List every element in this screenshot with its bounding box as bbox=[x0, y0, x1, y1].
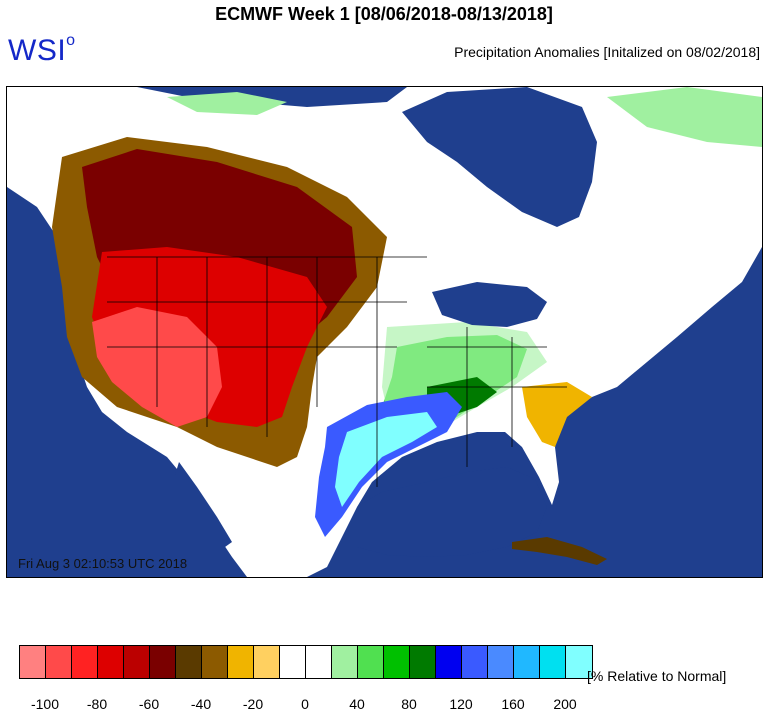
legend-swatch bbox=[540, 646, 566, 678]
precipitation-anomaly-map bbox=[6, 86, 763, 578]
legend-tick-label: 120 bbox=[449, 696, 473, 712]
wet-anomaly-northeast bbox=[607, 87, 762, 147]
legend-tick-label: -20 bbox=[242, 696, 264, 712]
logo-superscript: o bbox=[66, 32, 76, 49]
legend-swatch bbox=[176, 646, 202, 678]
gulf-of-mexico bbox=[357, 467, 547, 557]
legend-tick-label: 80 bbox=[401, 696, 417, 712]
legend-swatch bbox=[280, 646, 306, 678]
legend-swatch bbox=[462, 646, 488, 678]
legend-swatch bbox=[436, 646, 462, 678]
legend-swatch bbox=[488, 646, 514, 678]
legend-swatch bbox=[72, 646, 98, 678]
legend-swatch bbox=[332, 646, 358, 678]
legend-swatch bbox=[46, 646, 72, 678]
legend-tick-label: 160 bbox=[501, 696, 525, 712]
wet-anomaly-cyan bbox=[335, 412, 437, 507]
great-lakes bbox=[432, 282, 547, 327]
legend-tick-label: -60 bbox=[138, 696, 160, 712]
map-svg bbox=[7, 87, 762, 577]
legend-swatch bbox=[566, 646, 592, 678]
state-borders bbox=[107, 256, 567, 487]
cuba bbox=[512, 537, 607, 565]
legend-swatch bbox=[98, 646, 124, 678]
legend-swatch bbox=[384, 646, 410, 678]
legend-swatch bbox=[254, 646, 280, 678]
legend-swatch bbox=[358, 646, 384, 678]
legend-units-label: [% Relative to Normal] bbox=[587, 668, 727, 684]
legend-swatch bbox=[202, 646, 228, 678]
legend-tick-label: -40 bbox=[190, 696, 212, 712]
legend-ticks: -100 -80 -60 -40 -20 0 40 80 120 160 200 bbox=[19, 696, 577, 714]
logo-text: WSI bbox=[8, 34, 67, 67]
legend-swatch bbox=[150, 646, 176, 678]
legend-tick-label: 40 bbox=[349, 696, 365, 712]
legend-swatch bbox=[20, 646, 46, 678]
legend-swatch bbox=[410, 646, 436, 678]
hudson-bay bbox=[402, 87, 597, 227]
color-legend bbox=[19, 645, 593, 679]
legend-tick-label: -80 bbox=[86, 696, 108, 712]
legend-tick-label: 0 bbox=[301, 696, 309, 712]
subtitle: Precipitation Anomalies [Initalized on 0… bbox=[454, 44, 760, 60]
wsi-logo: WSIo bbox=[8, 32, 76, 68]
legend-tick-label: 200 bbox=[553, 696, 577, 712]
legend-swatch bbox=[228, 646, 254, 678]
legend-swatch bbox=[124, 646, 150, 678]
legend-swatch bbox=[306, 646, 332, 678]
legend-tick-label: -100 bbox=[30, 696, 60, 712]
chart-title: ECMWF Week 1 [08/06/2018-08/13/2018] bbox=[215, 4, 553, 24]
wet-anomaly-north bbox=[167, 92, 287, 115]
dry-anomaly-orange-se bbox=[522, 382, 592, 447]
timestamp: Fri Aug 3 02:10:53 UTC 2018 bbox=[18, 556, 188, 571]
gulf-of-california bbox=[175, 462, 232, 547]
legend-swatch bbox=[514, 646, 540, 678]
